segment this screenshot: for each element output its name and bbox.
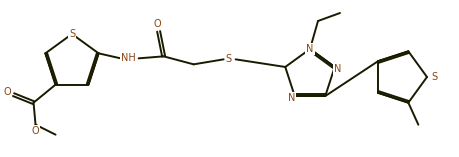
Text: S: S — [430, 72, 436, 82]
Text: O: O — [4, 87, 11, 97]
Text: N: N — [287, 93, 295, 103]
Text: O: O — [32, 126, 39, 136]
Text: N: N — [333, 64, 341, 74]
Text: S: S — [69, 29, 75, 39]
Text: NH: NH — [121, 53, 136, 63]
Text: O: O — [153, 19, 161, 29]
Text: S: S — [225, 54, 231, 64]
Text: N: N — [306, 44, 313, 54]
